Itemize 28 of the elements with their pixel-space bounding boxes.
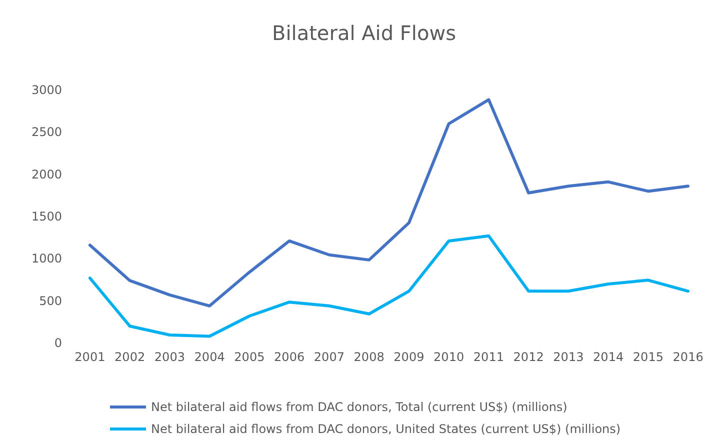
y-tick-label: 500 (39, 294, 62, 308)
x-tick-label: 2010 (434, 350, 464, 364)
x-tick-label: 2015 (632, 350, 664, 364)
x-tick-label: 2012 (513, 350, 544, 364)
x-tick-label: 2011 (473, 350, 504, 364)
line-series (88, 98, 690, 308)
legend-label: Net bilateral aid flows from DAC donors, United States (current US$) (millions) (151, 422, 621, 436)
line-series (88, 234, 690, 338)
y-tick-label: 1500 (31, 210, 62, 224)
y-tick-label: 2500 (31, 125, 62, 140)
x-tick-label: 2008 (354, 350, 384, 364)
x-tick-label: 2013 (553, 350, 584, 364)
y-tick-label: 2000 (31, 167, 62, 182)
x-tick-label: 2014 (593, 350, 624, 364)
x-tick-label: 2001 (74, 350, 106, 364)
y-tick-label: 1000 (31, 252, 62, 266)
x-tick-label: 2007 (314, 350, 344, 364)
x-tick-label: 2002 (114, 350, 146, 364)
legend-label: Net bilateral aid flows from DAC donors, Total (current US$) (millions) (151, 400, 568, 414)
y-tick-label: 3000 (31, 83, 62, 97)
x-tick-label: 2006 (274, 350, 305, 364)
x-tick-label: 2005 (234, 350, 265, 364)
x-tick-label: 2016 (672, 350, 704, 364)
x-tick-label: 2004 (194, 350, 225, 364)
y-tick-label: 0 (54, 336, 62, 350)
x-tick-label: 2003 (154, 350, 185, 364)
x-tick-label: 2009 (394, 350, 424, 364)
chart-title: Bilateral Aid Flows (272, 21, 456, 45)
